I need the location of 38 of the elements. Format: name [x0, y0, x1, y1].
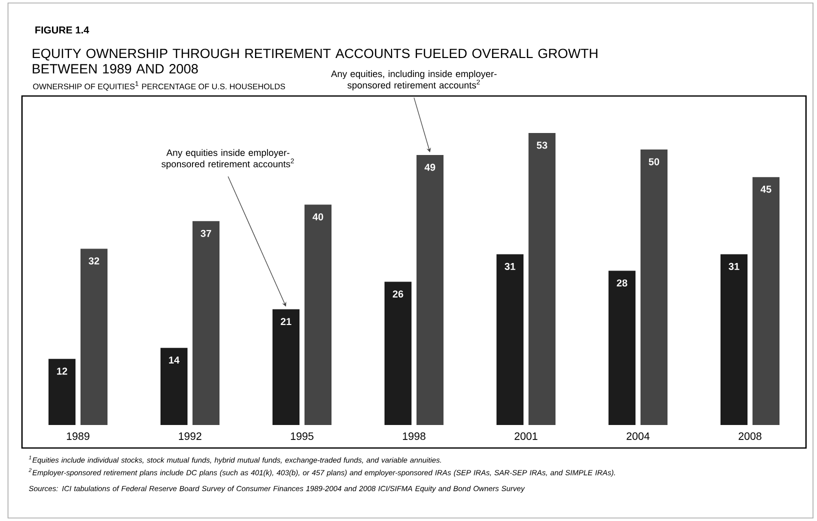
caption: FIGURE 1.4 — [35, 26, 90, 34]
bar — [80, 248, 108, 425]
bar — [640, 150, 668, 425]
bar — [192, 221, 220, 425]
bar — [752, 177, 780, 425]
data-label: 53 — [536, 142, 548, 149]
bar — [720, 254, 748, 425]
text: Any equities inside employer-sponsored retirement accounts$^{2}$ — [162, 149, 294, 170]
x-tick-label: 2004 — [626, 432, 650, 440]
data-label: 26 — [392, 290, 404, 298]
data-label: 12 — [57, 368, 68, 375]
bar — [528, 132, 556, 425]
data-label: 28 — [616, 279, 628, 287]
bar — [496, 254, 524, 425]
data-label: 31 — [504, 262, 516, 270]
bar — [384, 282, 412, 425]
bar — [416, 155, 444, 425]
data-label: 32 — [88, 257, 100, 264]
bar — [608, 270, 636, 425]
x-tick-label: 2001 — [514, 432, 538, 440]
data-label: 45 — [760, 186, 772, 193]
data-label: 21 — [280, 318, 292, 325]
data-label: 14 — [169, 356, 180, 364]
x-tick-label: 1992 — [178, 432, 202, 440]
data-label: 31 — [728, 262, 740, 270]
data-label: 50 — [648, 158, 660, 166]
chart-subtitle: OWNERSHIP OF EQUITIES$^{1}$ PERCENTAGE OF U.S. HOUSEHOLDS — [33, 81, 286, 91]
bar — [272, 309, 300, 425]
data-label: 40 — [312, 213, 324, 220]
x-tick-label: 1989 — [66, 432, 90, 440]
x-tick-label: 1995 — [290, 432, 314, 440]
data-label: 49 — [424, 164, 436, 171]
bar — [304, 204, 332, 425]
bar — [48, 358, 76, 425]
x-tick-label: 2008 — [738, 432, 762, 440]
data-label: 37 — [200, 230, 212, 237]
bar — [160, 348, 188, 425]
x-tick-label: 1998 — [402, 432, 426, 440]
